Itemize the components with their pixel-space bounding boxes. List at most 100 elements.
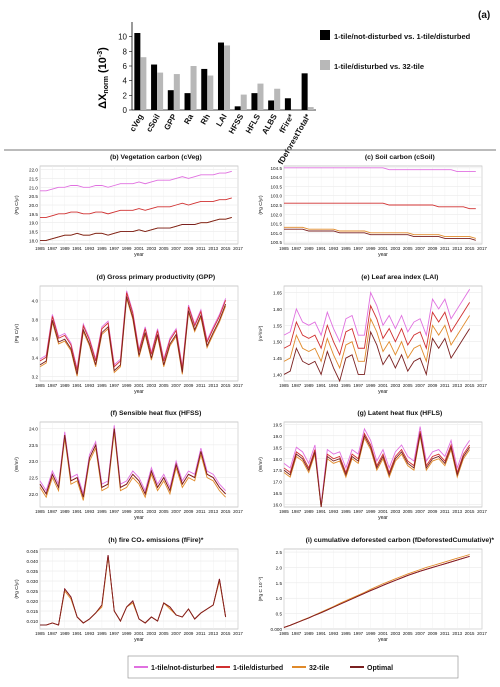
ytick-label: 104.0 <box>271 175 283 180</box>
ytick-label: 103.0 <box>271 194 283 199</box>
xtick-label: 2001 <box>378 383 388 388</box>
a-bar <box>251 93 258 110</box>
xtick-label: 1989 <box>60 246 70 251</box>
legend-label: 1-tile/disturbed <box>233 665 283 672</box>
xtick-label: 1993 <box>85 246 95 251</box>
xtick-label: 1997 <box>353 383 363 388</box>
series-line <box>40 554 227 626</box>
ytick-label: 1.60 <box>273 307 282 312</box>
xtick-label: 1999 <box>122 509 132 514</box>
xtick-label: 1999 <box>366 509 376 514</box>
xtick-label: 2009 <box>184 246 194 251</box>
series-line <box>283 315 471 370</box>
series-line <box>39 290 227 369</box>
xtick-label: 2001 <box>378 509 388 514</box>
ytick-label: 20.0 <box>29 203 38 208</box>
a-ytick-label: 8 <box>123 47 128 56</box>
xtick-label: 2011 <box>196 631 206 636</box>
series-line <box>283 328 471 383</box>
legend-label: 32-tile <box>309 665 329 672</box>
a-bar <box>301 73 308 110</box>
xtick-label: 1989 <box>60 631 70 636</box>
a-category-label: Rh <box>199 112 212 126</box>
a-category-label: ALBS <box>260 112 279 136</box>
panel-title: (i) cumulative deforested carbon (fDefor… <box>306 537 495 544</box>
xtick-label: 2013 <box>452 246 462 251</box>
xtick-label: 2007 <box>415 509 425 514</box>
xtick-label: 1993 <box>329 383 339 388</box>
panel-d: (d) Gross primary productivity (GPP) 3.2 3… <box>14 274 243 395</box>
xtick-label: 2017 <box>477 631 487 636</box>
xtick-label: 2013 <box>208 383 218 388</box>
xtick-label: 2007 <box>415 631 425 636</box>
a-category-label: LAI <box>214 113 228 129</box>
series-line <box>39 431 226 501</box>
xtick-label: 2013 <box>452 631 462 636</box>
ytick-label: 19.5 <box>273 422 282 427</box>
ytick-label: 0.030 <box>27 579 39 584</box>
xtick-label: 2017 <box>233 383 243 388</box>
xtick-label: 1989 <box>304 246 314 251</box>
xtick-label: 1997 <box>109 631 119 636</box>
series-line <box>40 216 232 241</box>
xtick-label: 1991 <box>72 509 82 514</box>
xtick-label: 2015 <box>221 509 231 514</box>
a-legend-label: 1-tile/disturbed vs. 32-tile <box>334 62 424 71</box>
yaxis-label: (Pg C/yr) <box>14 195 20 215</box>
panel-e: (e) Leaf area index (LAI) 1.40 1.45 1.50 1.5… <box>258 274 487 395</box>
yaxis-label: (Pg C 10⁻²) <box>258 576 264 601</box>
ytick-label: 1.65 <box>273 291 282 296</box>
a-legend-label: 1-tile/not-disturbed vs. 1-tile/disturbe… <box>334 32 471 41</box>
xtick-label: 1985 <box>279 509 289 514</box>
xaxis-label: year <box>134 515 144 521</box>
ytick-label: 18.0 <box>29 238 38 243</box>
a-bar <box>151 64 158 110</box>
xtick-label: 2015 <box>221 631 231 636</box>
series-line <box>284 167 476 173</box>
xtick-label: 2005 <box>403 509 413 514</box>
xtick-label: 2005 <box>403 246 413 251</box>
xtick-label: 1989 <box>304 631 314 636</box>
ytick-label: 19.0 <box>29 221 38 226</box>
xtick-label: 1997 <box>353 631 363 636</box>
xtick-label: 1995 <box>97 509 107 514</box>
a-legend-swatch <box>320 60 330 70</box>
a-bar <box>274 88 281 110</box>
legend-label: 1-tile/not-disturbed <box>151 665 214 672</box>
a-category-label: Ra <box>182 112 195 126</box>
xtick-label: 1985 <box>279 383 289 388</box>
xaxis-label: year <box>378 389 388 395</box>
xtick-label: 1991 <box>316 246 326 251</box>
xtick-label: 2003 <box>390 246 400 251</box>
panel-i: (i) cumulative deforested carbon (fDefor… <box>258 537 494 643</box>
xtick-label: 2007 <box>171 246 181 251</box>
xtick-label: 2007 <box>171 383 181 388</box>
xtick-label: 1991 <box>316 509 326 514</box>
xtick-label: 2005 <box>159 631 169 636</box>
xtick-label: 1993 <box>85 383 95 388</box>
series-line <box>40 554 227 626</box>
xtick-label: 2011 <box>196 246 206 251</box>
panel-a: 0 2 4 6 8 10 ΔXnorm (10-3) cVeg cSoil GPP Ra Rh LAIH… <box>97 10 490 166</box>
ytick-label: 3.2 <box>32 374 39 379</box>
series-line <box>284 226 476 239</box>
xtick-label: 2009 <box>428 509 438 514</box>
xtick-label: 2003 <box>146 246 156 251</box>
xtick-label: 2003 <box>390 631 400 636</box>
xtick-label: 2017 <box>477 246 487 251</box>
series-line <box>283 433 471 508</box>
ytick-label: 21.0 <box>29 185 38 190</box>
xtick-label: 2001 <box>134 246 144 251</box>
ytick-label: 0.015 <box>27 609 39 614</box>
a-bar <box>217 42 224 110</box>
xtick-label: 2005 <box>159 509 169 514</box>
xtick-label: 1985 <box>279 631 289 636</box>
xtick-label: 2009 <box>184 631 194 636</box>
a-bar <box>140 57 147 110</box>
xtick-label: 1987 <box>47 246 57 251</box>
a-legend-swatch <box>320 30 330 40</box>
xtick-label: 1997 <box>353 246 363 251</box>
a-category-label: HFSS <box>227 112 246 136</box>
panel-h: (h) fire CO₂ emissions (fFire)* 0.010 0.01… <box>14 537 243 643</box>
series-line <box>283 426 471 505</box>
